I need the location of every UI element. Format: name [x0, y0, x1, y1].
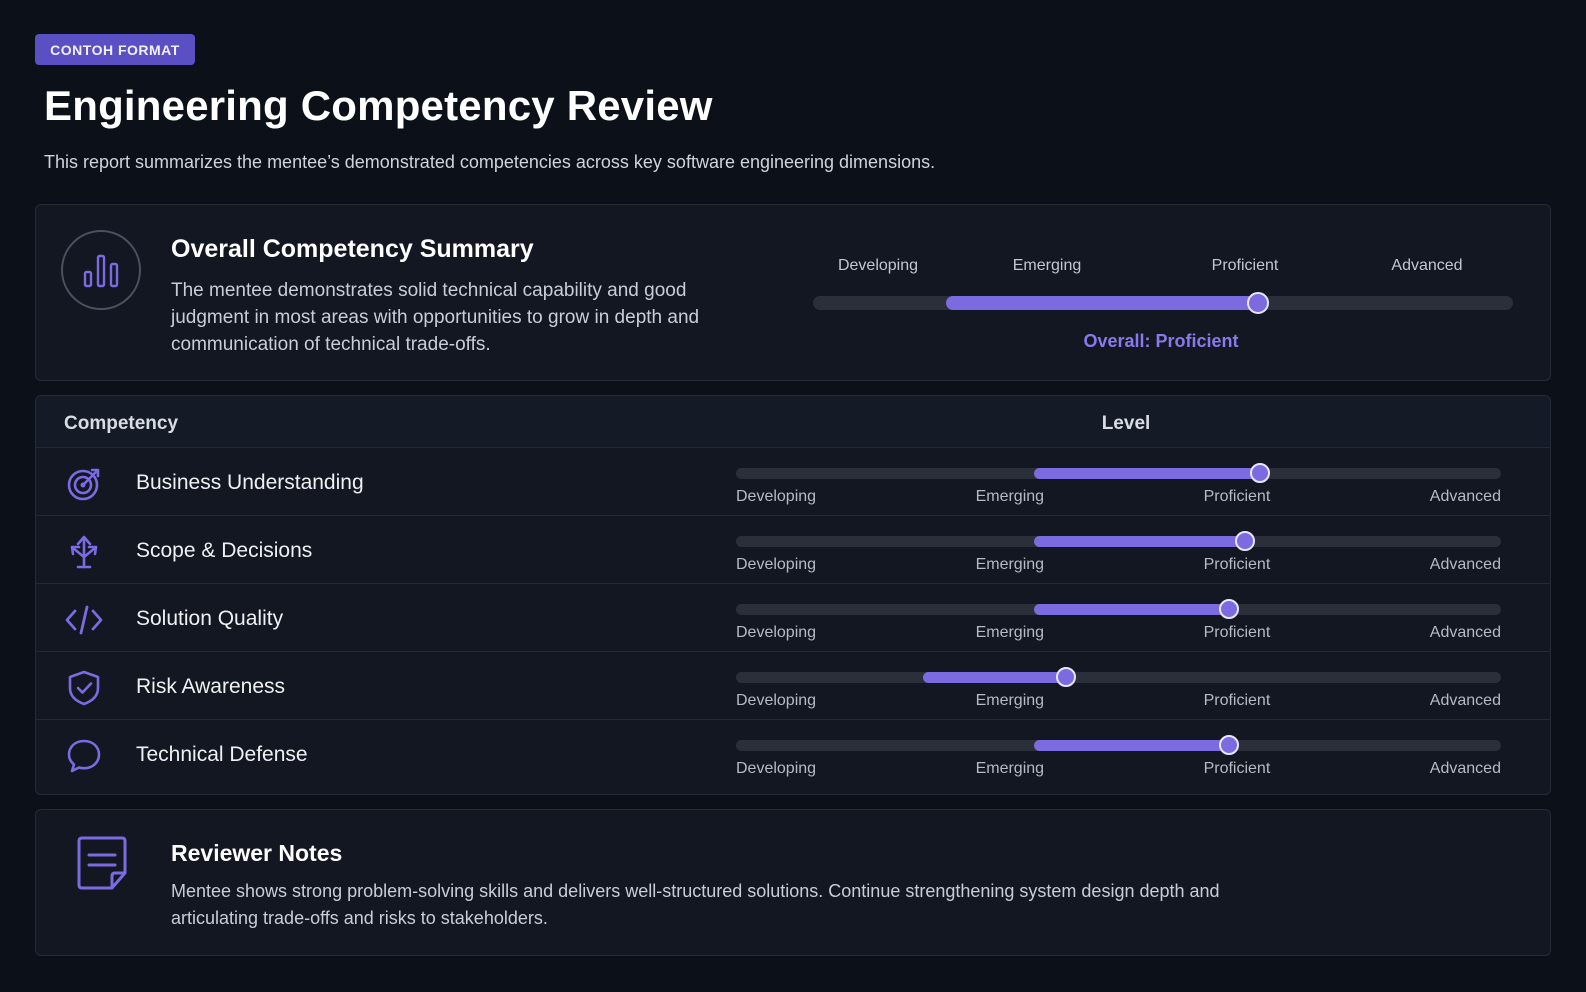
competency-name: Business Understanding [136, 471, 364, 494]
bar-chart-icon [61, 230, 141, 310]
target-icon [64, 464, 104, 504]
level-scale-labels: Developing Emerging Proficient Advanced [736, 692, 1501, 712]
level-scale-label: Advanced [1429, 488, 1501, 505]
level-scale-label: Developing [736, 760, 817, 777]
competency-level-slider[interactable] [736, 667, 1501, 687]
summary-heading: Overall Competency Summary [171, 235, 534, 263]
competency-level-handle[interactable] [1234, 531, 1255, 551]
overall-summary-card: Overall Competency Summary The mentee de… [35, 204, 1551, 381]
level-scale-label: Proficient [1203, 556, 1271, 573]
overall-level-fill [946, 296, 1258, 310]
competency-table: Competency Level Business Understanding D… [35, 395, 1551, 795]
chat-bubble-icon [64, 736, 104, 776]
level-scale-label: Emerging [975, 760, 1045, 777]
level-scale-label: Developing [736, 692, 817, 709]
level-scale-label: Developing [736, 556, 817, 573]
competency-level-slider[interactable] [736, 463, 1501, 483]
overall-level-slider[interactable] [813, 292, 1513, 314]
notes-heading: Reviewer Notes [171, 840, 343, 866]
level-scale-label: Advanced [1429, 692, 1501, 709]
level-scale-labels: Developing Emerging Proficient Advanced [736, 488, 1501, 508]
competency-name: Technical Defense [136, 743, 308, 766]
competency-level-slider[interactable] [736, 735, 1501, 755]
page-subtitle: This report summarizes the mentee’s demo… [44, 152, 936, 172]
competency-name: Scope & Decisions [136, 539, 313, 562]
level-scale-label: Emerging [975, 692, 1045, 709]
page-title: Engineering Competency Review [44, 82, 713, 129]
note-icon [74, 835, 130, 891]
competency-name: Solution Quality [136, 607, 284, 630]
code-icon [64, 600, 104, 640]
overall-level-result: Overall: Proficient [1083, 331, 1239, 351]
competency-level-fill [1034, 536, 1245, 547]
level-scale-labels: Developing Emerging Proficient Advanced [736, 624, 1501, 644]
level-scale-label: Advanced [1429, 624, 1501, 641]
level-scale-label: Developing [736, 624, 817, 641]
header-level: Level [1101, 413, 1151, 434]
split-arrows-icon [64, 532, 104, 572]
level-scale-label: Developing [736, 488, 817, 505]
competency-row: Technical Defense Developing Emerging Profi… [36, 720, 1550, 788]
competency-level-fill [1034, 740, 1230, 751]
overall-scale-label: Advanced [1391, 257, 1463, 274]
competency-level-handle[interactable] [1056, 667, 1077, 687]
overall-scale-label: Developing [837, 257, 919, 274]
competency-level-handle[interactable] [1250, 463, 1271, 483]
competency-row: Solution Quality Developing Emerging Profic… [36, 584, 1550, 652]
level-scale-labels: Developing Emerging Proficient Advanced [736, 556, 1501, 576]
competency-level-handle[interactable] [1219, 735, 1240, 755]
level-scale-labels: Developing Emerging Proficient Advanced [736, 760, 1501, 780]
level-scale-label: Emerging [975, 556, 1045, 573]
competency-level-slider[interactable] [736, 599, 1501, 619]
header-competency: Competency [64, 413, 179, 434]
level-scale-label: Advanced [1429, 760, 1501, 777]
reviewer-notes-card: Reviewer Notes Mentee shows strong probl… [35, 809, 1551, 956]
notes-text: Mentee shows strong problem-solving skil… [171, 881, 1220, 928]
overall-level-handle[interactable] [1246, 292, 1269, 314]
shield-check-icon [64, 668, 104, 708]
competency-level-fill [1034, 604, 1230, 615]
overall-scale-label: Proficient [1211, 257, 1279, 274]
level-scale-label: Proficient [1203, 488, 1271, 505]
level-scale-label: Emerging [975, 624, 1045, 641]
competency-level-handle[interactable] [1219, 599, 1240, 619]
summary-description: The mentee demonstrates solid technical … [171, 280, 700, 355]
level-scale-label: Advanced [1429, 556, 1501, 573]
competency-row: Risk Awareness Developing Emerging Proficie… [36, 652, 1550, 720]
competency-name: Risk Awareness [136, 675, 286, 698]
overall-scale-label: Emerging [1012, 257, 1082, 274]
format-badge: CONTOH FORMAT [35, 34, 195, 65]
level-scale-label: Proficient [1203, 692, 1271, 709]
competency-level-fill [923, 672, 1067, 683]
competency-row: Business Understanding Developing Emerging… [36, 448, 1550, 516]
level-scale-label: Emerging [975, 488, 1045, 505]
competency-level-slider[interactable] [736, 531, 1501, 551]
level-scale-label: Proficient [1203, 624, 1271, 641]
competency-level-fill [1034, 468, 1261, 479]
level-scale-label: Proficient [1203, 760, 1271, 777]
table-header: Competency Level [36, 396, 1550, 448]
competency-row: Scope & Decisions Developing Emerging Profi… [36, 516, 1550, 584]
